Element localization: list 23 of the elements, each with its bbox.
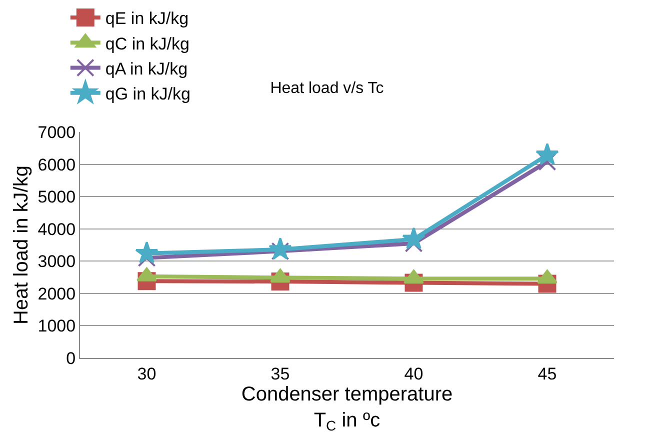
x-axis-title: Condenser temperature T$_{C}$ in ºc (241, 383, 453, 434)
legend-label: qC in kJ/kg (105, 34, 190, 54)
point (135, 241, 158, 264)
chart-title: Heat load v/s Tc (270, 80, 384, 98)
point (402, 227, 426, 250)
y-tick-label: 7000 (38, 123, 76, 142)
y-tick-label: 4000 (38, 220, 76, 239)
x-tick-label: 30 (137, 364, 156, 384)
legend-label: qA in kJ/kg (105, 59, 188, 78)
point (268, 237, 292, 260)
y-tick-label: 6000 (38, 155, 76, 174)
y-tick-label: 5000 (38, 188, 76, 207)
x-tick-label: 40 (404, 364, 424, 384)
y-tick-label: 1000 (38, 316, 76, 336)
y-tick-label: 2000 (38, 284, 76, 304)
point (536, 142, 559, 166)
legend-label: qG in kJ/kg (105, 84, 190, 104)
y-tick-label: 0 (66, 348, 76, 368)
x-tick-label: 35 (270, 364, 290, 384)
y-tick-label: 3000 (38, 252, 76, 272)
legend-label: qE in kJ/kg (105, 9, 189, 28)
x-tick-label: 45 (538, 364, 557, 384)
y-axis-title: Heat load in kJ/kg (10, 166, 32, 325)
